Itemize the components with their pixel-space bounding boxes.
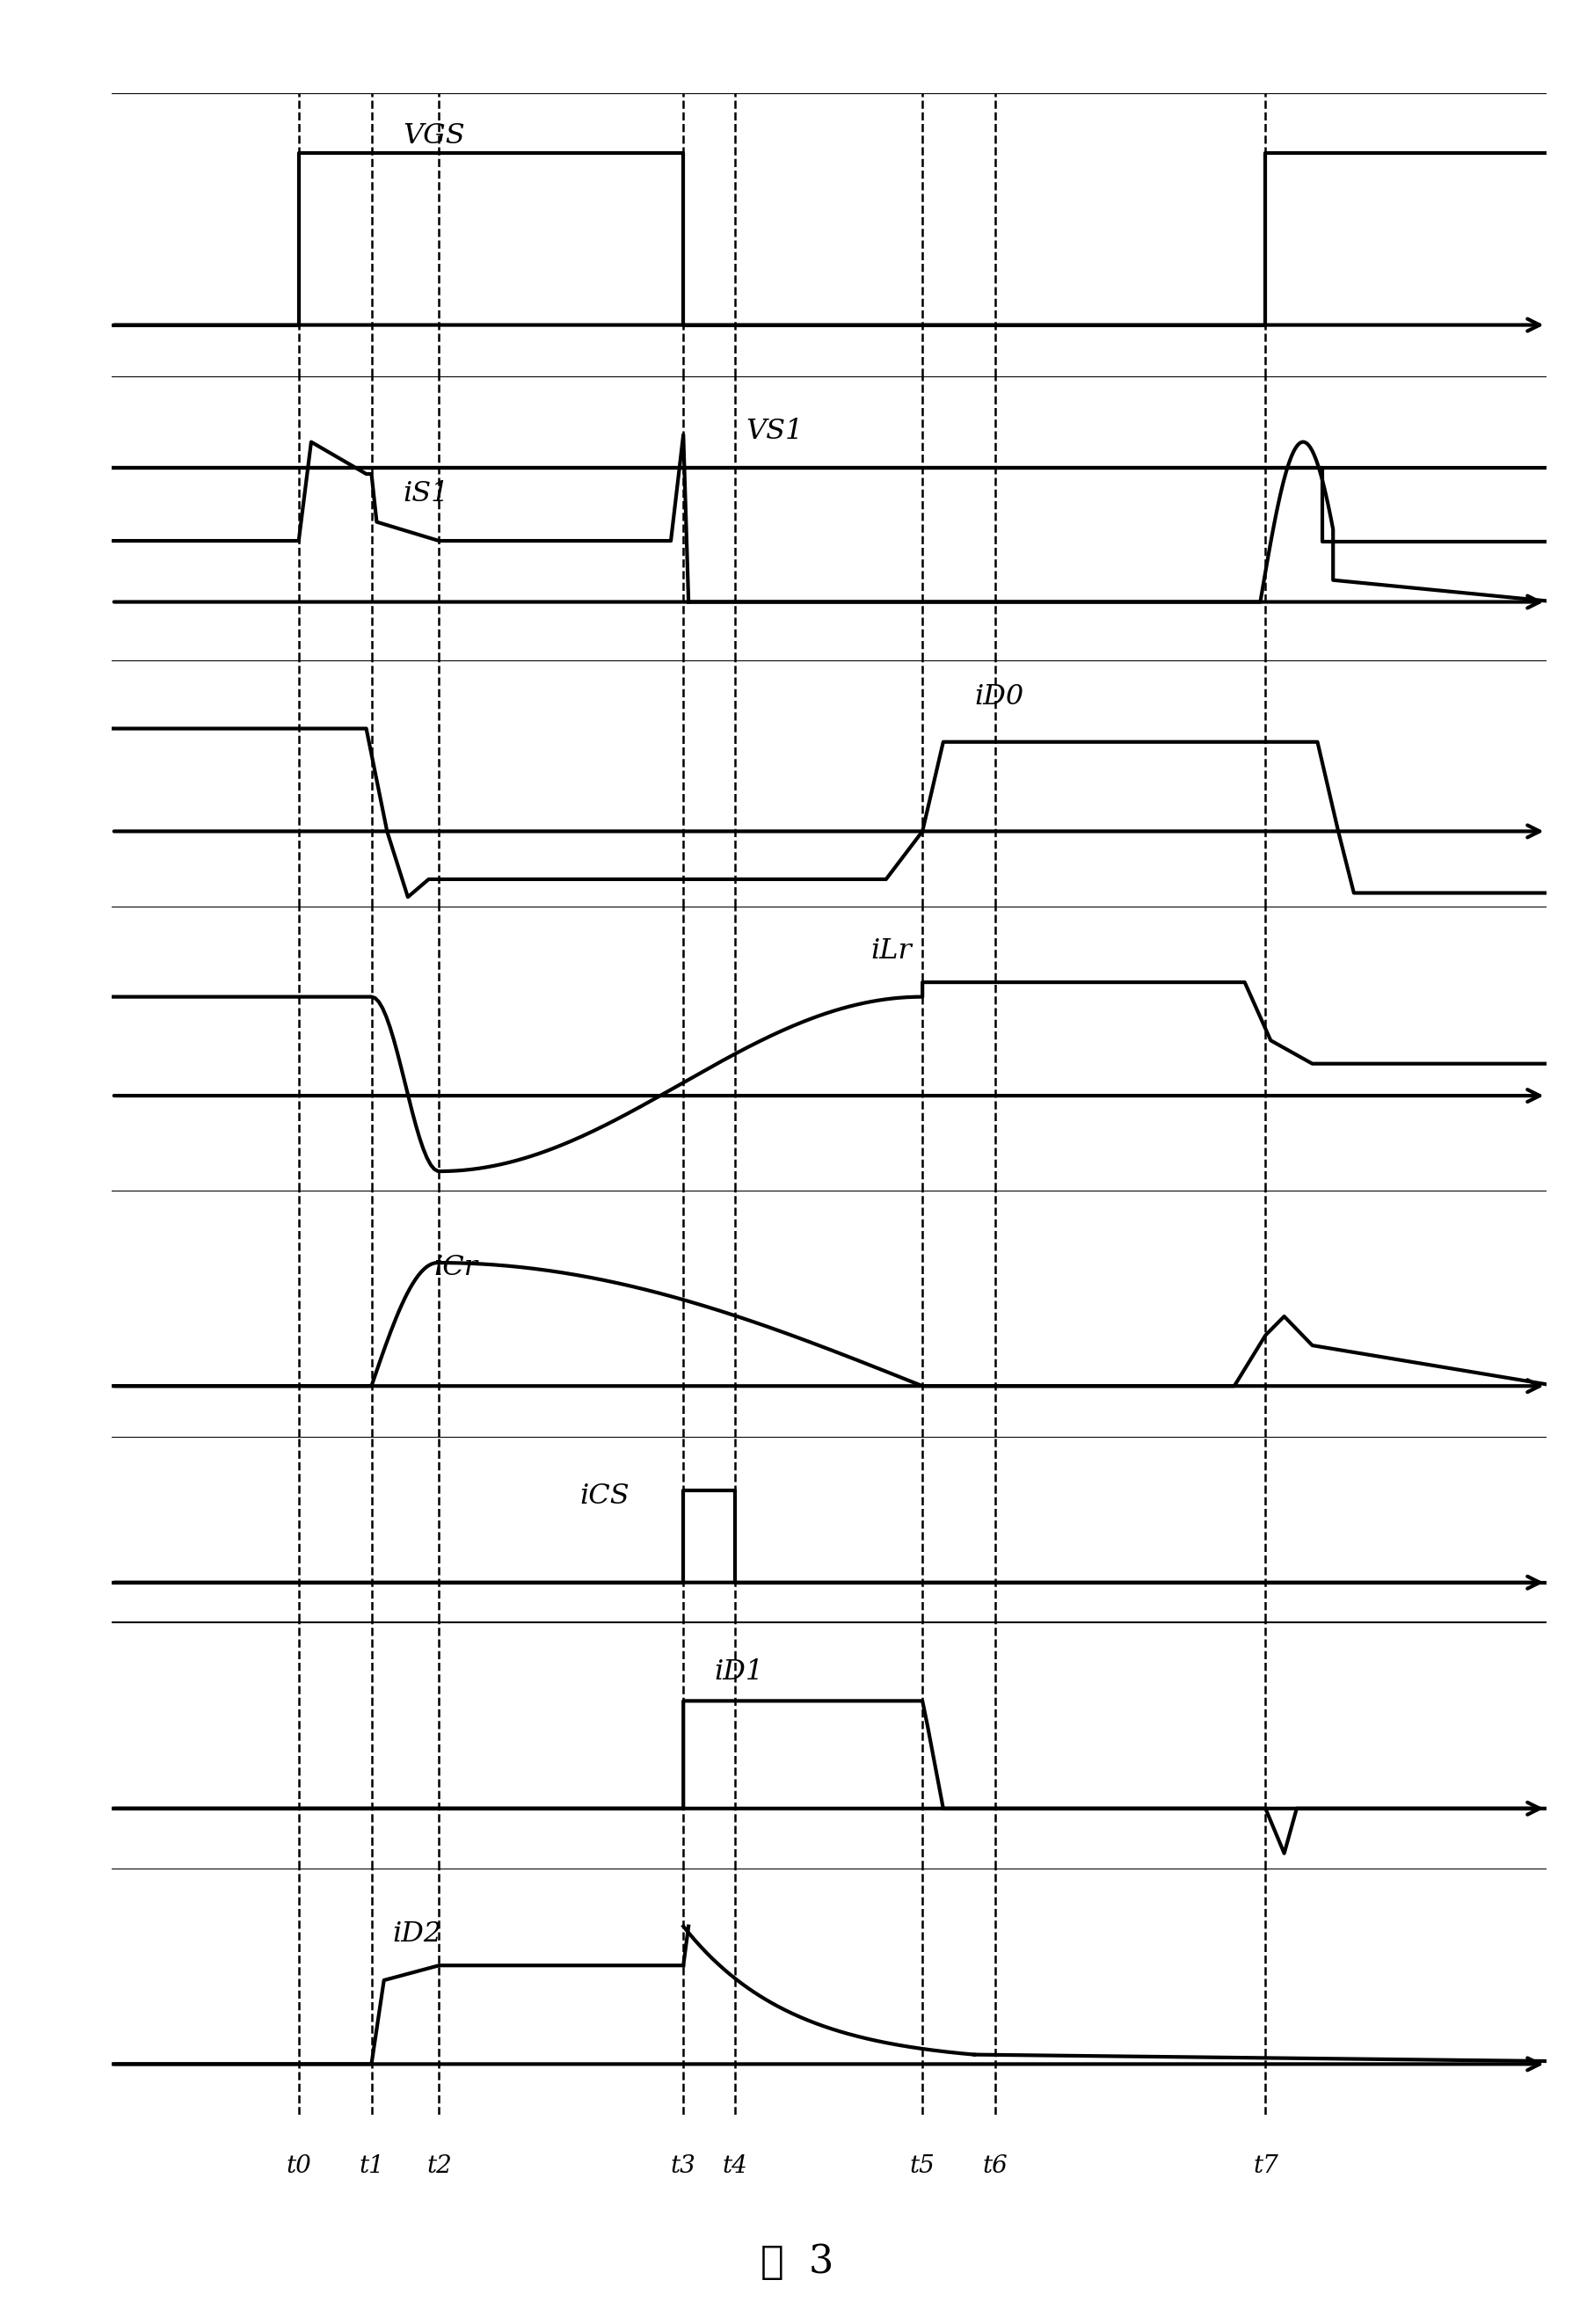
Text: iLr: iLr — [870, 937, 912, 964]
Text: VGS: VGS — [403, 123, 465, 149]
Text: t5: t5 — [910, 2154, 936, 2178]
Text: t7: t7 — [1253, 2154, 1278, 2178]
Text: iD0: iD0 — [974, 683, 1023, 711]
Text: t6: t6 — [982, 2154, 1007, 2178]
Text: iCr: iCr — [434, 1255, 478, 1281]
Text: t3: t3 — [671, 2154, 697, 2178]
Text: t1: t1 — [359, 2154, 384, 2178]
Text: iD2: iD2 — [392, 1920, 442, 1948]
Text: iCS: iCS — [579, 1483, 630, 1511]
Text: t0: t0 — [285, 2154, 311, 2178]
Text: iD1: iD1 — [714, 1659, 764, 1685]
Text: VS1: VS1 — [746, 418, 803, 444]
Text: iS1: iS1 — [403, 481, 450, 507]
Text: t4: t4 — [722, 2154, 748, 2178]
Text: 图  3: 图 3 — [760, 2243, 834, 2280]
Text: t2: t2 — [427, 2154, 451, 2178]
